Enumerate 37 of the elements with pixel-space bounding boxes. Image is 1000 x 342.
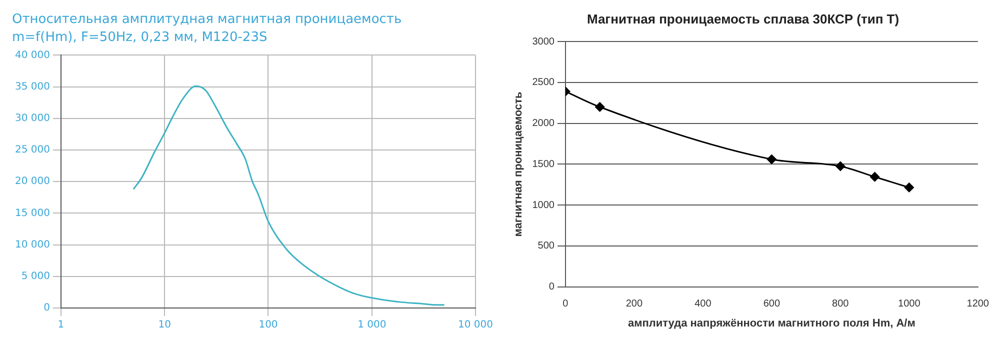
y-tick-label: 1500 [532, 158, 555, 170]
y-tick-label: 0 [548, 282, 555, 293]
point [766, 154, 776, 164]
y-tick-label: 20 000 [14, 176, 50, 188]
chart-subtitle: m=f(Hm), F=50Hz, 0,23 мм, M120-23S [12, 30, 268, 45]
point [904, 182, 914, 192]
point [836, 161, 846, 171]
x-tick-label: 1 000 [358, 320, 386, 331]
y-tick-label: 500 [538, 240, 555, 252]
y-tick-label: 30 000 [14, 112, 50, 124]
x-tick-label: 1000 [898, 298, 921, 310]
y-tick-label: 35 000 [14, 81, 50, 92]
x-tick-label: 10 [158, 320, 171, 331]
x-tick-label: 1200 [966, 298, 990, 310]
y-tick-label: 25 000 [14, 144, 50, 156]
chart-title: Магнитная проницаемость сплава 30КСР (тип Т) [586, 11, 900, 26]
x-axis-title: амплитуда напряжённости магнитного поля Hm, А/м [628, 317, 916, 330]
x-tick-label: 200 [626, 298, 643, 310]
x-tick-label: 400 [694, 298, 712, 310]
y-tick-label: 15 000 [14, 208, 50, 219]
x-tick-label: 100 [258, 320, 278, 331]
y-tick-label: 2000 [532, 118, 555, 130]
y-tick-label: 10 000 [14, 239, 50, 250]
y-tick-label: 40 000 [14, 50, 50, 61]
y-tick-label: 1000 [532, 200, 555, 211]
x-tick-label: 10 000 [458, 320, 494, 331]
point [595, 102, 605, 112]
y-tick-label: 3000 [532, 36, 555, 48]
y-axis-title: магнитная проницаемость [512, 91, 525, 237]
chart-title: Относительная амплитудная магнитная проницаемость [12, 12, 402, 28]
x-tick-label: 800 [832, 298, 850, 310]
x-tick-label: 0 [562, 298, 569, 310]
x-tick-label: 1 [58, 320, 64, 331]
x-tick-label: 600 [763, 298, 780, 310]
y-tick-label: 5 000 [21, 270, 50, 282]
point [870, 172, 880, 182]
y-tick-label: 2500 [532, 77, 555, 88]
